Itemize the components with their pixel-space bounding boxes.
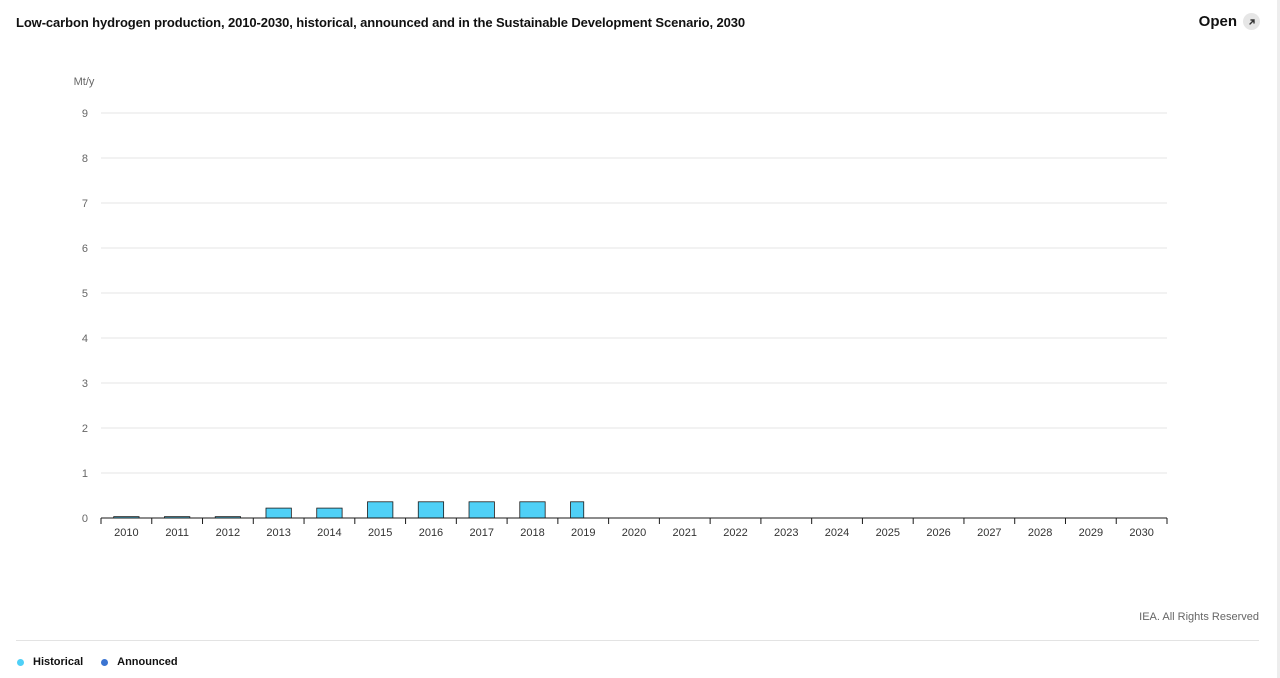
x-tick-label: 2027 [977,527,1001,539]
legend-dot-historical [17,658,24,666]
bar-historical-2019[interactable] [570,501,585,519]
legend-item-historical[interactable]: Historical [17,656,83,668]
x-tick-label: 2018 [520,527,544,539]
legend-item-announced[interactable]: Announced [101,656,178,668]
bar-historical-2016[interactable] [417,501,445,519]
bar-historical-2018[interactable] [519,501,546,519]
x-tick-label: 2011 [165,527,189,539]
legend: Historical Announced [17,656,178,668]
legend-dot-announced [101,658,109,666]
x-tick-label: 2019 [571,527,595,539]
x-tick-label: 2020 [622,527,646,539]
x-tick-label: 2029 [1079,527,1103,539]
legend-label-announced: Announced [117,656,178,668]
x-axis: 2010 2011 2012 2013 2014 2015 2016 2017 2018 2019… [100,517,1168,539]
y-axis-unit-label: Mt/y [74,76,95,88]
open-button[interactable]: Open [1199,13,1260,30]
external-link-icon [1243,13,1260,30]
y-tick-label: 9 [82,108,88,120]
y-tick-label: 1 [82,468,88,480]
y-tick-label: 8 [82,153,88,165]
x-tick-label: 2015 [368,527,392,539]
x-tick-label: 2010 [114,527,138,539]
x-tick-label: 2014 [317,527,341,539]
y-tick-label: 0 [82,513,88,525]
chart-area: 2010 2011 2012 2013 2014 2015 2016 2017 2018 2019… [74,76,1168,539]
bar-historical-2015[interactable] [367,501,394,519]
x-tick-label: 2023 [774,527,798,539]
scrollbar-track[interactable] [1277,0,1280,678]
x-tick-label: 2013 [266,527,290,539]
chart-title: Low-carbon hydrogen production, 2010-203… [16,15,746,30]
x-tick-label: 2022 [723,527,747,539]
bar-historical-2013[interactable] [265,507,292,519]
bar-historical-2017[interactable] [468,501,495,519]
x-tick-label: 2016 [419,527,443,539]
y-tick-label: 3 [82,378,88,390]
x-tick-label: 2030 [1129,527,1153,539]
x-tick-label: 2021 [673,527,697,539]
grid-lines [101,112,1167,474]
y-tick-label: 4 [82,333,88,345]
y-tick-label: 7 [82,198,88,210]
x-tick-label: 2026 [926,527,950,539]
open-button-label: Open [1198,13,1237,30]
bars [113,501,585,519]
x-tick-label: 2025 [876,527,900,539]
bar-historical-2014[interactable] [316,507,343,519]
y-tick-label: 5 [82,288,88,300]
x-tick-label: 2024 [825,527,849,539]
x-tick-label: 2028 [1028,527,1052,539]
x-tick-label: 2017 [469,527,493,539]
y-tick-label: 2 [82,423,88,435]
y-tick-label: 6 [82,243,88,255]
credit-text: IEA. All Rights Reserved [1139,611,1259,623]
x-tick-label: 2012 [216,527,240,539]
legend-divider [16,640,1259,641]
y-axis: 0 1 2 3 4 5 6 7 8 9 [82,108,88,525]
legend-label-historical: Historical [33,656,84,668]
